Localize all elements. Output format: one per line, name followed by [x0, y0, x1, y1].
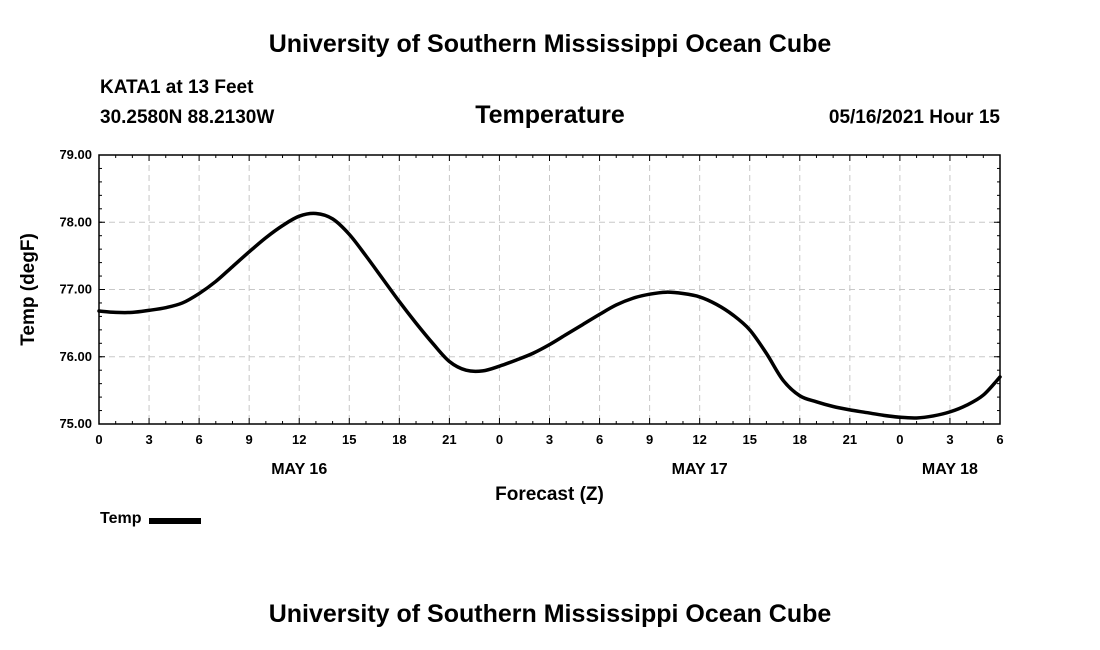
plot-frame	[98, 154, 1001, 425]
x-tick-label: 0	[95, 432, 102, 447]
station-label: KATA1 at 13 Feet	[100, 77, 254, 98]
x-tick-label: 3	[946, 432, 953, 447]
x-tick-label: 6	[996, 432, 1003, 447]
x-tick-label: 15	[742, 432, 756, 447]
x-tick-label: 9	[646, 432, 653, 447]
x-tick-label: 12	[692, 432, 706, 447]
x-tick-label: 0	[896, 432, 903, 447]
y-tick-label: 77.00	[59, 282, 92, 297]
y-tick-label: 79.00	[59, 147, 92, 162]
y-tick-label: 76.00	[59, 349, 92, 364]
chart-title-bottom: University of Southern Mississippi Ocean…	[268, 600, 832, 628]
x-tick-label: 3	[546, 432, 553, 447]
x-tick-label: 12	[292, 432, 306, 447]
grid-lines	[99, 155, 1000, 424]
series-layer	[97, 211, 1002, 420]
x-tick-label: 0	[496, 432, 503, 447]
x-tick-label: 21	[442, 432, 456, 447]
y-tick-label: 78.00	[59, 214, 92, 229]
axis-labels: 0 3 6 9 12 15 18 21 0 3 6 9 12 15 18 21 0 3 6 75.00 76.00 77.…	[18, 147, 1004, 505]
variable-title: Temperature	[475, 101, 625, 129]
x-tick-label: 3	[145, 432, 152, 447]
y-tick-label: 75.00	[59, 416, 92, 431]
x-tick-label: 18	[392, 432, 406, 447]
series-line-temp	[97, 211, 1002, 420]
x-tick-label: 9	[246, 432, 253, 447]
chart-title-top: University of Southern Mississippi Ocean…	[268, 30, 832, 58]
legend-label: Temp	[100, 510, 142, 527]
y-axis-title: Temp (degF)	[18, 233, 39, 346]
x-tick-label: 6	[195, 432, 202, 447]
x-tick-label: 18	[793, 432, 807, 447]
date-label: MAY 17	[672, 461, 728, 478]
date-label: MAY 16	[271, 461, 327, 478]
forecast-run-time: 05/16/2021 Hour 15	[828, 107, 1000, 128]
legend-swatch	[149, 517, 202, 524]
x-tick-label: 21	[843, 432, 857, 447]
x-tick-label: 6	[596, 432, 603, 447]
legend: Temp	[100, 510, 202, 528]
date-label: MAY 18	[922, 461, 978, 478]
station-coordinates: 30.2580N 88.2130W	[100, 107, 275, 128]
x-tick-label: 15	[342, 432, 356, 447]
x-axis-title: Forecast (Z)	[495, 484, 604, 505]
